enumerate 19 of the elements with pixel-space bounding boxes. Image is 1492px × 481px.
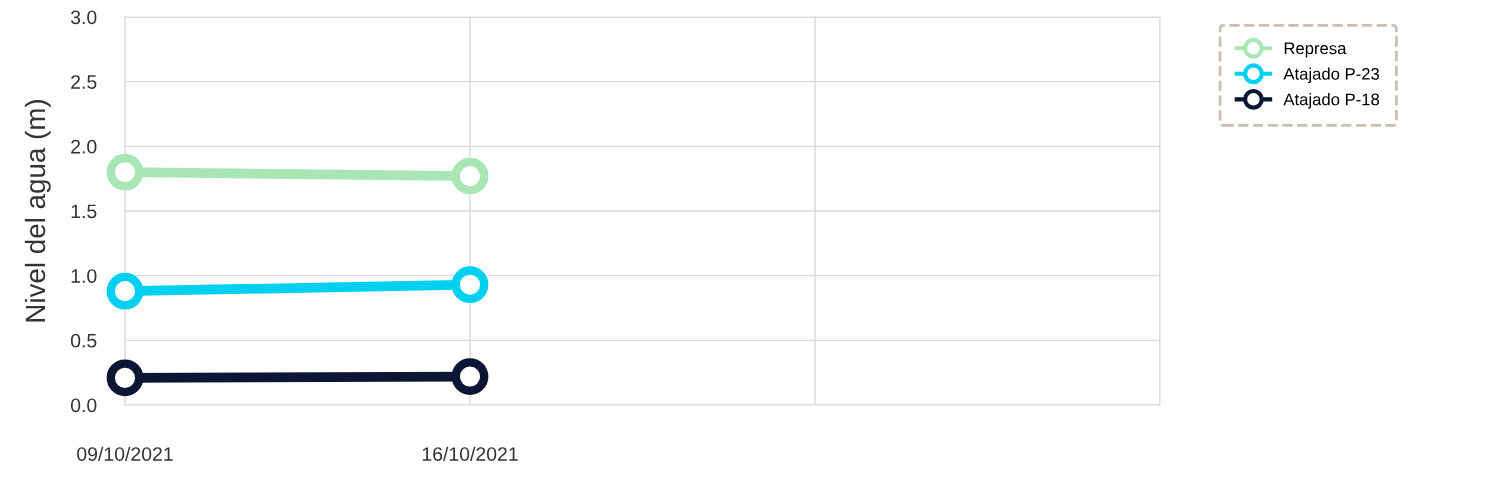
point (106, 272, 144, 310)
y-tick-label: 2.5 (71, 75, 97, 89)
point (451, 157, 489, 195)
point (451, 266, 489, 304)
y-axis-title: Nivel del agua (m) (24, 100, 51, 322)
y-tick-label: 2.0 (71, 139, 97, 154)
point (106, 359, 144, 397)
y-tick-label: 0.0 (70, 398, 97, 413)
legend-label: Atajado P-23 (1283, 67, 1380, 84)
legend-label: Atajado P-18 (1283, 93, 1380, 109)
y-tick-label: 0.5 (70, 333, 97, 348)
point (106, 153, 144, 191)
x-tick-label: 09/10/2021 (77, 446, 173, 461)
legend-label: Represa (1284, 42, 1347, 58)
y-tick-label: 3.0 (70, 10, 97, 25)
point (451, 358, 489, 395)
x-tick-label: 16/10/2021 (422, 446, 518, 461)
y-tick-label: 1.0 (71, 269, 97, 283)
y-tick-label: 1.5 (71, 204, 97, 219)
